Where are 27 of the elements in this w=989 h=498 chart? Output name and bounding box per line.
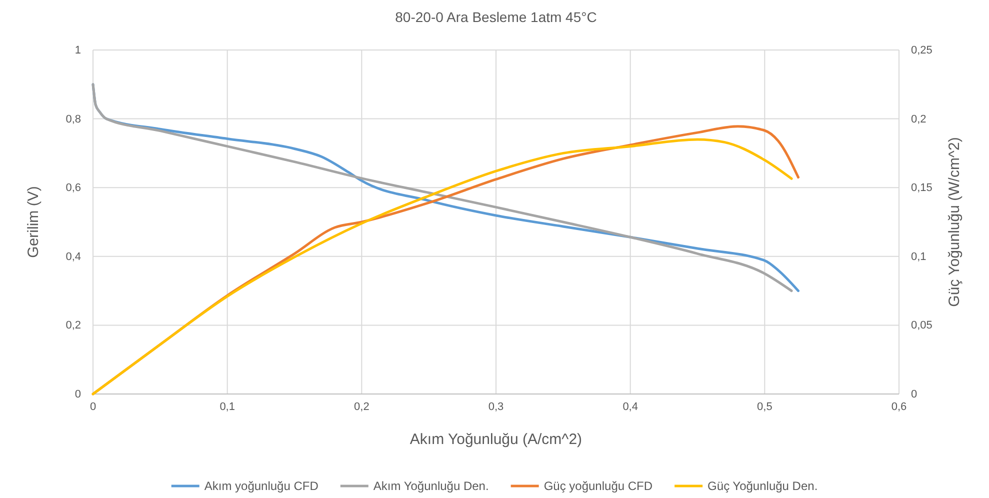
chart-title: 80-20-0 Ara Besleme 1atm 45°C (395, 9, 597, 25)
y-axis-title: Gerilim (V) (25, 186, 42, 258)
x-tick-label: 0 (90, 400, 96, 413)
y2-tick-label: 0 (911, 388, 918, 401)
y2-axis-title: Güç Yoğunluğu (W/cm^2) (946, 137, 963, 307)
y-tick-label: 0,6 (66, 182, 81, 194)
legend-label: Güç yoğunluğu CFD (544, 479, 653, 493)
y-tick-label: 0,8 (66, 113, 81, 126)
y2-tick-label: 0,1 (911, 250, 926, 263)
x-tick-label: 0,4 (622, 400, 638, 413)
y-tick-label: 0,4 (66, 250, 81, 263)
legend-label: Güç Yoğunluğu Den. (708, 479, 818, 493)
x-tick-label: 0,3 (488, 400, 504, 413)
legend-label: Akım yoğunluğu CFD (204, 479, 319, 493)
x-tick-label: 0,2 (354, 400, 370, 413)
y-tick-label: 0 (74, 388, 81, 401)
x-tick-label: 0,5 (757, 400, 772, 413)
y-tick-label: 0,2 (66, 320, 81, 332)
legend-label: Akım Yoğunluğu Den. (373, 479, 489, 493)
y2-tick-label: 0,2 (911, 113, 926, 126)
x-tick-label: 0,6 (891, 400, 907, 413)
y-tick-label: 1 (74, 44, 81, 57)
x-axis-title: Akım Yoğunluğu (A/cm^2) (410, 431, 582, 448)
x-tick-label: 0,1 (220, 400, 235, 413)
y2-tick-label: 0,25 (911, 44, 932, 57)
y2-tick-label: 0,15 (911, 182, 932, 194)
y2-tick-label: 0,05 (911, 320, 932, 332)
